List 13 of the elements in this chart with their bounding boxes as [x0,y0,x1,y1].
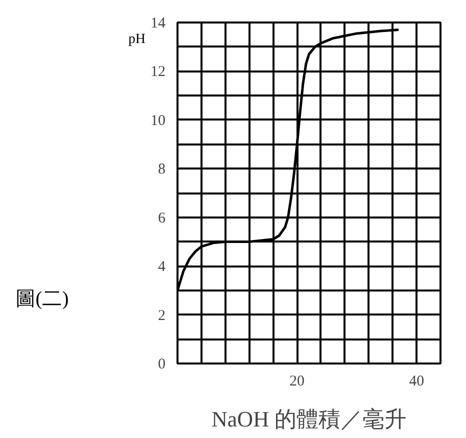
y-tick-label: 4 [158,259,166,276]
x-tick-label: 40 [409,374,424,390]
x-tick-label: 20 [290,374,305,390]
y-axis-title: pH [128,32,146,48]
y-tick-label: 14 [150,16,166,32]
y-tick-label: 12 [150,64,166,80]
x-axis-title: NaOH 的體積／毫升 [212,406,406,432]
y-tick-label: 10 [150,112,166,129]
text: 圖(二) [16,288,69,310]
y-tick-label: 8 [158,162,166,178]
y-tick-label: 0 [158,356,166,372]
y-tick-label: 6 [158,210,166,226]
y-tick-label: 2 [158,308,166,324]
